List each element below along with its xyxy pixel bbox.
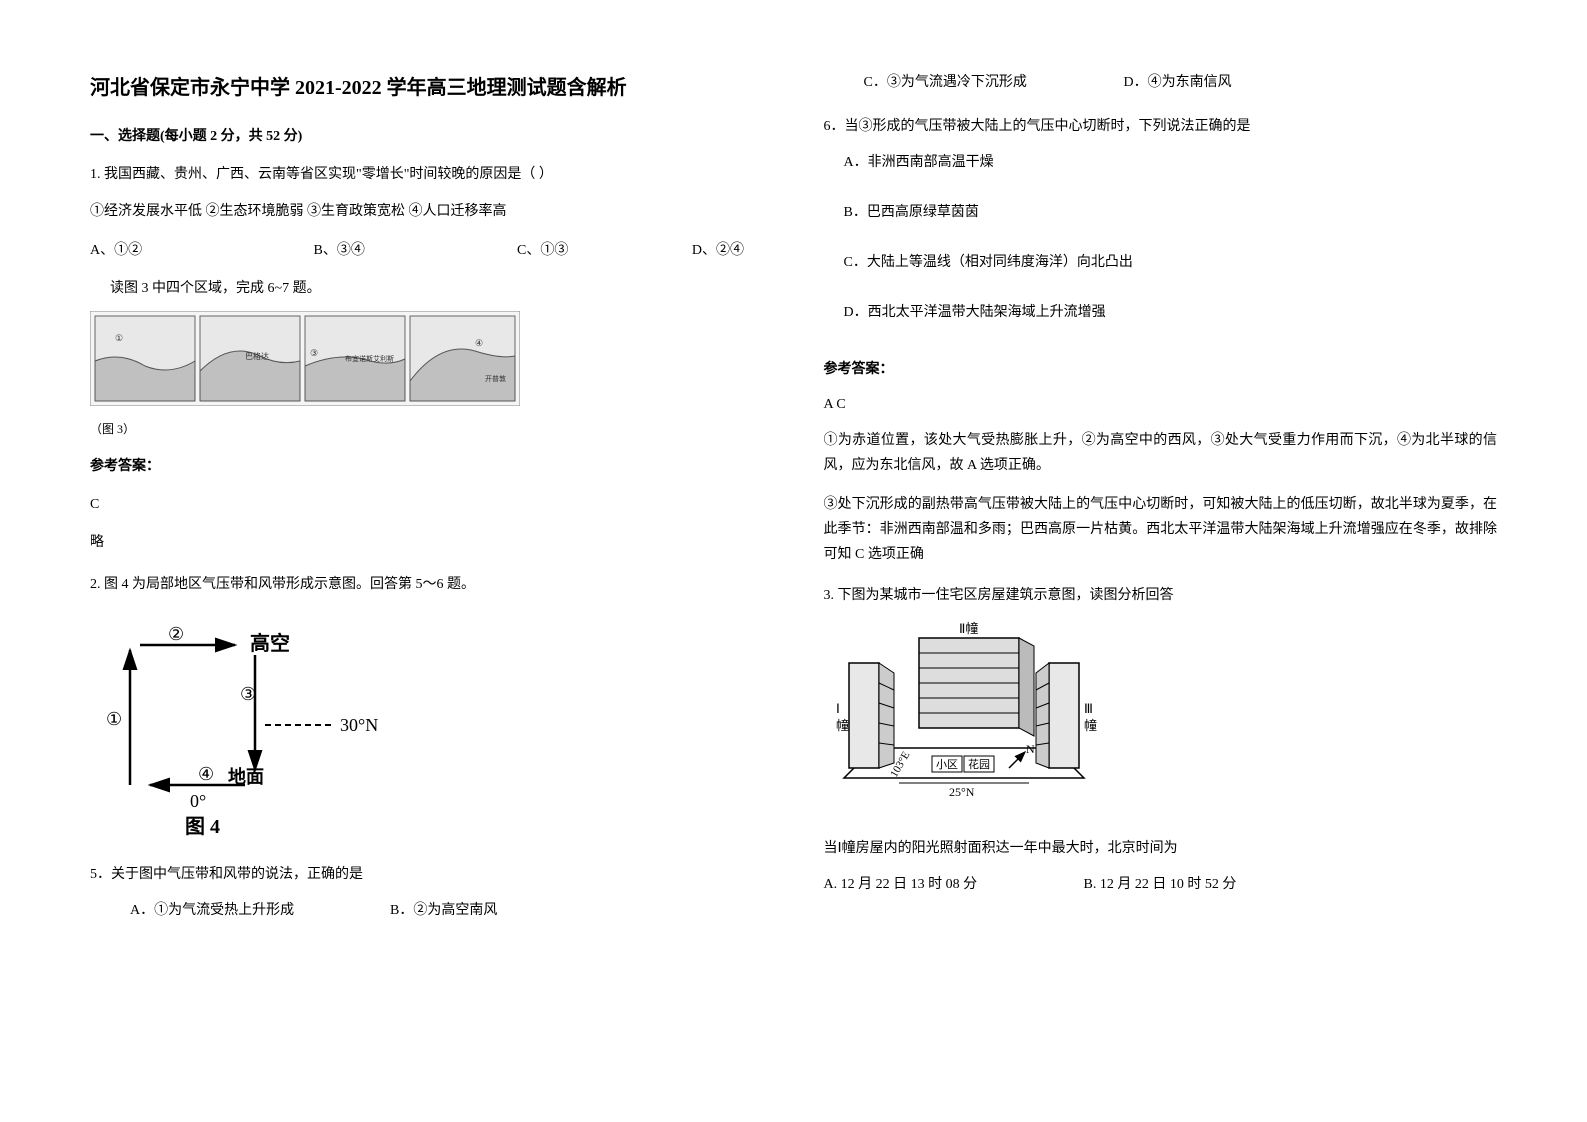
q6-optA: A．非洲西南部高温干燥	[844, 149, 1498, 177]
question-5: 5．关于图中气压带和风带的说法，正确的是 A．①为气流受热上升形成 B．②为高空…	[90, 861, 764, 925]
left-column: 河北省保定市永宁中学 2021-2022 学年高三地理测试题含解析 一、选择题(…	[90, 70, 764, 1052]
fig4-label-2: ②	[168, 624, 184, 644]
building-3-label-a: Ⅲ	[1084, 701, 1093, 716]
fig4-label-1: ①	[106, 709, 122, 729]
question-6: 6．当③形成的气压带被大陆上的气压中心切断时，下列说法正确的是 A．非洲西南部高…	[824, 113, 1498, 327]
q2-stem: 2. 图 4 为局部地区气压带和风带形成示意图。回答第 5～6 题。	[90, 571, 764, 599]
q1-answer-header: 参考答案：	[90, 453, 764, 481]
svg-text:①: ①	[115, 333, 123, 343]
fig3-caption: （图 3）	[90, 417, 764, 441]
figure-4-svg: ① ② ③ ④ 高空 地面 30°N 0° 图 4	[90, 615, 400, 845]
ans2-header: 参考答案：	[824, 357, 1498, 382]
svg-text:巴格达: 巴格达	[245, 351, 269, 361]
section-1-header: 一、选择题(每小题 2 分，共 52 分)	[90, 124, 764, 149]
xiaoqu-label: 小区	[936, 758, 958, 771]
svg-text:③: ③	[310, 348, 318, 358]
ans2-para2: ③处下沉形成的副热带高气压带被大陆上的气压中心切断时，可知被大陆上的低压切断，故…	[824, 492, 1498, 568]
building-3-label-b: 幢	[1084, 718, 1097, 733]
figure-4: ① ② ③ ④ 高空 地面 30°N 0° 图 4	[90, 615, 764, 845]
q1-stem: 1. 我国西藏、贵州、广西、云南等省区实现"零增长"时间较晚的原因是（ ）	[90, 161, 764, 189]
building-2-label: Ⅱ幢	[959, 621, 978, 636]
exam-title: 河北省保定市永宁中学 2021-2022 学年高三地理测试题含解析	[90, 70, 764, 106]
figure-3-maps: ① 巴格达 布宜诺斯艾利斯 ④ ③ 开普敦	[90, 311, 520, 406]
q5-optD: D．④为东南信风	[1124, 70, 1232, 95]
fig4-0: 0°	[190, 791, 206, 811]
fig4-label-4: ④	[198, 764, 214, 784]
q6-optB: B．巴西高原绿草茵茵	[844, 199, 1498, 227]
svg-text:④: ④	[475, 338, 483, 348]
q6-optD: D．西北太平洋温带大陆架海域上升流增强	[844, 299, 1498, 327]
ans2-answer: A C	[824, 392, 1498, 417]
question-3: 3. 下图为某城市一住宅区房屋建筑示意图，读图分析回答 Ⅱ幢 Ⅰ 幢	[824, 582, 1498, 899]
q1-readtext: 读图 3 中四个区域，完成 6~7 题。	[110, 275, 764, 303]
svg-text:开普敦: 开普敦	[485, 374, 506, 383]
q1-statements: ①经济发展水平低 ②生态环境脆弱 ③生育政策宽松 ④人口迁移率高	[90, 197, 764, 228]
building-1-label-b: 幢	[836, 718, 849, 733]
building-1-label-a: Ⅰ	[836, 701, 840, 716]
answer-block-2: 参考答案： A C ①为赤道位置，该处大气受热膨胀上升，②为高空中的西风，③处大…	[824, 357, 1498, 567]
q1-optB: B、③④	[314, 236, 514, 267]
q1-answer: C	[90, 491, 764, 519]
q1-optD: D、②④	[692, 236, 744, 267]
q5-stem: 5．关于图中气压带和风带的说法，正确的是	[90, 861, 764, 889]
figure-building: Ⅱ幢 Ⅰ 幢 Ⅲ 幢 小区 花园	[824, 618, 1104, 808]
huayuan-label: 花园	[968, 758, 990, 771]
q3-optA: A. 12 月 22 日 13 时 08 分	[824, 871, 1084, 899]
q5-optA: A．①为气流受热上升形成	[130, 897, 390, 925]
q5-optC: C．③为气流遇冷下沉形成	[864, 70, 1124, 95]
question-2: 2. 图 4 为局部地区气压带和风带形成示意图。回答第 5～6 题。	[90, 571, 764, 845]
fig4-label-3: ③	[240, 684, 256, 704]
north-label: N	[1026, 742, 1035, 756]
right-column: C．③为气流遇冷下沉形成 D．④为东南信风 6．当③形成的气压带被大陆上的气压中…	[824, 70, 1498, 1052]
q3-subq: 当Ⅰ幢房屋内的阳光照射面积达一年中最大时，北京时间为	[824, 835, 1498, 863]
lat-label: 25°N	[949, 785, 975, 799]
svg-text:布宜诺斯艾利斯: 布宜诺斯艾利斯	[345, 354, 394, 363]
fig4-dimian: 地面	[228, 766, 264, 787]
question-1: 1. 我国西藏、贵州、广西、云南等省区实现"零增长"时间较晚的原因是（ ） ①经…	[90, 161, 764, 557]
q6-optC: C．大陆上等温线（相对同纬度海洋）向北凸出	[844, 249, 1498, 277]
q1-optA: A、①②	[90, 236, 310, 267]
q3-optB: B. 12 月 22 日 10 时 52 分	[1084, 871, 1237, 899]
q5-optB: B．②为高空南风	[390, 897, 497, 925]
fig4-gaokong: 高空	[250, 631, 290, 655]
fig4-caption: 图 4	[185, 815, 220, 838]
q1-optC: C、①③	[517, 243, 568, 258]
q6-stem: 6．当③形成的气压带被大陆上的气压中心切断时，下列说法正确的是	[824, 113, 1498, 141]
q3-stem: 3. 下图为某城市一住宅区房屋建筑示意图，读图分析回答	[824, 582, 1498, 610]
ans2-para1: ①为赤道位置，该处大气受热膨胀上升，②为高空中的西风，③处大气受重力作用而下沉，…	[824, 428, 1498, 478]
q1-lue: 略	[90, 529, 764, 557]
q1-options: A、①② B、③④ C、①③ D、②④	[90, 236, 764, 267]
fig4-30n: 30°N	[340, 715, 378, 735]
